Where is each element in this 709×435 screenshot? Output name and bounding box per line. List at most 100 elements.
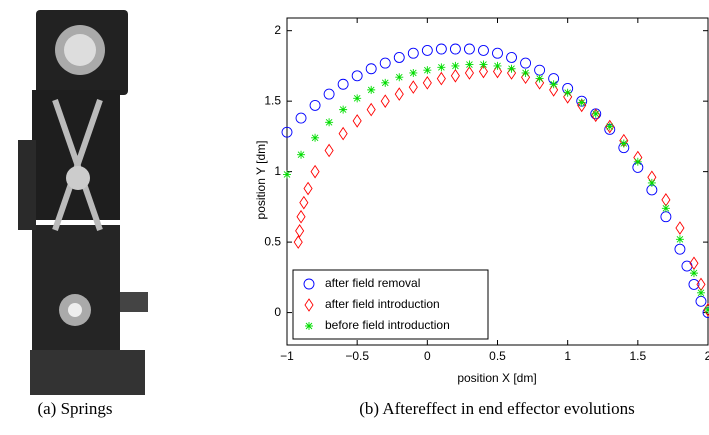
- point: [408, 80, 418, 94]
- point: [407, 47, 419, 59]
- point: [303, 278, 315, 290]
- point: [353, 94, 362, 103]
- y-axis-label: position Y [dm]: [254, 141, 268, 220]
- point: [395, 73, 404, 82]
- point: [506, 52, 517, 63]
- point: [535, 74, 544, 83]
- legend-label: after field removal: [325, 276, 420, 290]
- point: [507, 64, 516, 73]
- point: [309, 99, 321, 111]
- point: [605, 119, 615, 134]
- legend-box: [292, 269, 489, 340]
- point: [365, 63, 377, 75]
- point: [351, 70, 363, 82]
- point: [647, 178, 656, 187]
- point: [465, 60, 474, 69]
- point: [381, 78, 390, 87]
- point: [605, 122, 614, 131]
- point: [295, 224, 305, 238]
- point: [563, 88, 572, 97]
- point: [299, 195, 309, 210]
- y-tick-label: 1.5: [264, 93, 281, 107]
- point: [689, 269, 698, 278]
- point: [325, 118, 334, 127]
- point: [695, 295, 707, 307]
- point: [591, 109, 600, 118]
- point: [549, 83, 559, 97]
- point: [492, 64, 503, 79]
- point: [464, 66, 474, 80]
- x-tick-label: 2: [705, 349, 709, 363]
- point: [323, 88, 335, 100]
- x-tick-label: −0.5: [345, 349, 369, 363]
- point: [591, 108, 601, 123]
- point: [366, 102, 376, 117]
- y-tick-label: 1: [274, 164, 281, 178]
- point: [577, 98, 586, 107]
- point: [338, 126, 348, 141]
- point: [295, 112, 307, 124]
- point: [674, 243, 686, 255]
- point: [661, 193, 671, 207]
- point: [352, 114, 362, 128]
- x-tick-label: 1: [564, 349, 571, 363]
- point: [675, 221, 685, 235]
- point: [296, 209, 306, 224]
- point: [421, 44, 433, 56]
- point: [324, 143, 334, 158]
- point: [283, 170, 291, 179]
- point: [423, 66, 432, 75]
- point: [478, 44, 489, 56]
- point: [696, 277, 706, 292]
- point: [479, 60, 488, 69]
- point: [493, 61, 502, 70]
- x-axis-label: position X [dm]: [457, 371, 536, 385]
- point: [478, 64, 489, 79]
- point: [520, 57, 532, 69]
- point: [380, 94, 390, 108]
- point: [619, 139, 628, 148]
- point: [293, 235, 303, 249]
- point: [703, 302, 709, 317]
- caption: (b) Aftereffect in end effector evolutio…: [359, 399, 635, 418]
- point: [310, 164, 320, 179]
- point: [297, 150, 306, 159]
- point: [303, 181, 313, 196]
- point: [379, 57, 391, 69]
- point: [534, 64, 546, 76]
- point: [696, 288, 705, 297]
- point: [521, 68, 530, 77]
- point: [577, 98, 587, 113]
- point: [661, 204, 670, 213]
- legend-label: before field introduction: [325, 318, 450, 332]
- robot-photo: [18, 10, 148, 395]
- x-tick-label: 0.5: [489, 349, 506, 363]
- point: [281, 126, 293, 138]
- point: [451, 61, 460, 70]
- point: [311, 133, 320, 142]
- point: [688, 278, 700, 290]
- point: [437, 63, 446, 72]
- point: [633, 157, 642, 166]
- point: [393, 52, 405, 63]
- point: [450, 68, 460, 83]
- point: [339, 105, 348, 114]
- y-tick-label: 2: [274, 23, 281, 37]
- x-tick-label: 0: [424, 349, 431, 363]
- legend-label: after field introduction: [325, 297, 440, 311]
- y-tick-label: 0: [274, 305, 281, 319]
- x-tick-label: −1: [280, 349, 294, 363]
- plot: −1 −0.5 0 0.5 1 1.5 2 0 0.5 1 1.5 2 after field remo…: [264, 17, 709, 363]
- point: [305, 322, 313, 330]
- point: [409, 68, 418, 77]
- point: [394, 87, 404, 101]
- point: [492, 47, 503, 59]
- point: [549, 80, 558, 89]
- point: [675, 235, 684, 244]
- caption: (a) Springs: [37, 399, 112, 418]
- point: [463, 43, 475, 55]
- point: [337, 78, 349, 90]
- point: [436, 71, 446, 86]
- point: [449, 43, 461, 55]
